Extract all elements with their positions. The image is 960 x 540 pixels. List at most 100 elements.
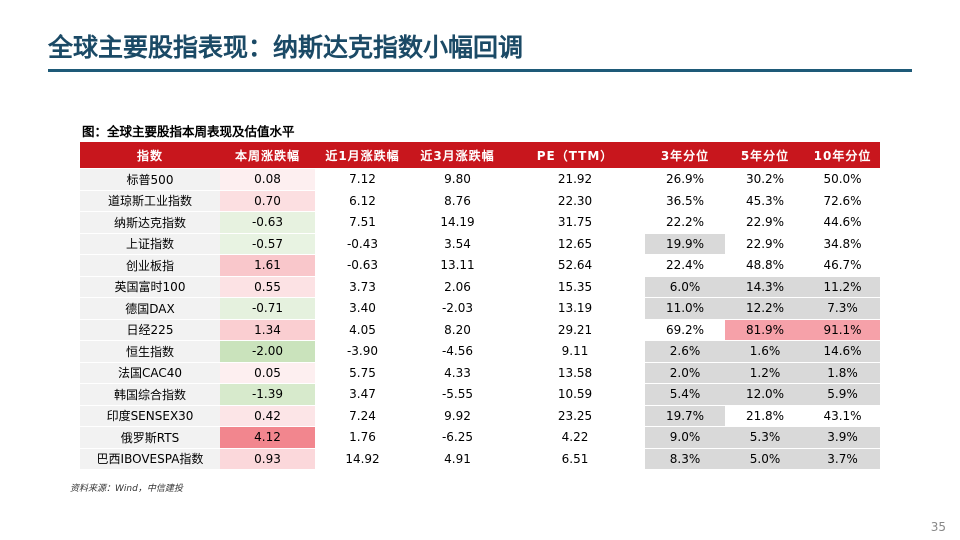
cell-text: 德国DAX	[125, 301, 175, 316]
cell-text: -0.63	[346, 258, 379, 273]
table-cell: 3.47	[315, 383, 410, 406]
cell-text: 6.0%	[669, 279, 701, 294]
index-name: 上证指数	[80, 233, 220, 255]
cell-text: 15.35	[557, 279, 593, 294]
table-cell: 3.40	[315, 297, 410, 320]
cell-text: 1.34	[254, 322, 281, 337]
table-cell: 9.92	[410, 405, 505, 427]
cell-text: 91.1%	[823, 322, 862, 337]
table-cell: 4.22	[505, 426, 645, 449]
table-cell: 7.3%	[805, 297, 880, 320]
cell-text: 道琼斯工业指数	[107, 194, 192, 209]
cell-text: 2.6%	[669, 344, 701, 359]
table-cell: 43.1%	[805, 405, 880, 427]
cell-text: 8.20	[444, 322, 471, 337]
cell-text: 上证指数	[125, 237, 174, 252]
table-row: 英国富时100 0.55 3.73 2.06 15.35 6.0% 14.3% 11.2%	[80, 276, 880, 298]
table-cell: 22.30	[505, 190, 645, 212]
table-cell: 36.5%	[645, 190, 725, 212]
cell-text: 3.47	[349, 387, 376, 402]
table-cell: 91.1%	[805, 319, 880, 341]
table-cell: 1.34	[220, 319, 315, 341]
cell-text: 恒生指数	[125, 344, 174, 359]
column-header: PE（TTM）	[505, 142, 645, 169]
table-cell: 19.9%	[645, 233, 725, 255]
table-cell: 72.6%	[805, 190, 880, 212]
cell-text: 7.51	[349, 215, 376, 230]
cell-text: 23.25	[557, 408, 593, 423]
cell-text: 0.70	[254, 193, 281, 208]
cell-text: 俄罗斯RTS	[120, 430, 180, 445]
cell-text: 22.9%	[745, 215, 785, 230]
cell-text: 4.05	[349, 322, 376, 337]
table-cell: 1.76	[315, 426, 410, 449]
table-cell: 19.7%	[645, 405, 725, 427]
cell-text: 13.11	[440, 258, 475, 273]
table-cell: 22.4%	[645, 254, 725, 277]
table-row: 道琼斯工业指数 0.70 6.12 8.76 22.30 36.5% 45.3% 72.6%	[80, 190, 880, 212]
table-cell: 31.75	[505, 211, 645, 234]
table-cell: 13.58	[505, 362, 645, 384]
index-name: 法国CAC40	[80, 362, 220, 384]
cell-text: 81.9%	[745, 322, 785, 337]
cell-text: -3.90	[346, 344, 379, 359]
cell-text: -0.63	[251, 215, 284, 230]
table-row: 标普500 0.08 7.12 9.80 21.92 26.9% 30.2% 50.0%	[80, 168, 880, 191]
table-row: 恒生指数 -2.00 -3.90 -4.56 9.11 2.6% 1.6% 14.6%	[80, 340, 880, 363]
cell-text: 44.6%	[823, 215, 862, 230]
cell-text: 韩国综合指数	[113, 387, 186, 402]
table-cell: 8.3%	[645, 448, 725, 470]
table-cell: -0.43	[315, 233, 410, 255]
cell-text: 5.9%	[827, 387, 858, 402]
cell-text: 46.7%	[823, 258, 862, 273]
cell-text: 3.40	[349, 301, 376, 316]
cell-text: 10.59	[557, 387, 593, 402]
table-cell: 14.19	[410, 211, 505, 234]
table-cell: -0.63	[220, 211, 315, 234]
table-cell: -0.71	[220, 297, 315, 320]
table-cell: 1.61	[220, 254, 315, 277]
index-name: 日经225	[80, 319, 220, 341]
column-header: 近3月涨跌幅	[410, 142, 505, 169]
table-cell: 22.9%	[725, 233, 805, 255]
cell-text: 29.21	[557, 322, 593, 337]
cell-text: 14.92	[345, 451, 380, 466]
cell-text: 8.76	[444, 193, 471, 208]
cell-text: 45.3%	[745, 193, 785, 208]
table-cell: 30.2%	[725, 168, 805, 191]
cell-text: 5.3%	[749, 430, 781, 445]
table-cell: 7.12	[315, 168, 410, 191]
cell-text: -6.25	[441, 430, 474, 445]
table-cell: 8.20	[410, 319, 505, 341]
cell-text: -2.03	[441, 301, 474, 316]
cell-text: 69.2%	[665, 322, 705, 337]
cell-text: 6.12	[349, 193, 376, 208]
table-row: 日经225 1.34 4.05 8.20 29.21 69.2% 81.9% 91.1%	[80, 319, 880, 341]
cell-text: 48.8%	[745, 258, 785, 273]
table-cell: 5.3%	[725, 426, 805, 449]
table-cell: -0.57	[220, 233, 315, 255]
cell-text: 12.65	[557, 236, 593, 251]
cell-text: 5.4%	[669, 387, 701, 402]
table-cell: 23.25	[505, 405, 645, 427]
cell-text: 1.8%	[827, 365, 858, 380]
table-cell: 10.59	[505, 383, 645, 406]
cell-text: 12.0%	[745, 387, 785, 402]
index-name: 俄罗斯RTS	[80, 426, 220, 449]
table-cell: 11.0%	[645, 297, 725, 320]
cell-text: 法国CAC40	[117, 366, 183, 381]
table-cell: 9.80	[410, 168, 505, 191]
table-cell: 12.2%	[725, 297, 805, 320]
table-cell: 2.06	[410, 276, 505, 298]
table-cell: 3.54	[410, 233, 505, 255]
cell-text: 34.8%	[823, 236, 862, 251]
cell-text: 19.7%	[665, 408, 705, 423]
cell-text: 0.42	[254, 408, 281, 423]
cell-text: 9.11	[561, 344, 589, 359]
cell-text: 9.0%	[669, 430, 701, 445]
index-name: 纳斯达克指数	[80, 211, 220, 234]
cell-text: 4.22	[561, 430, 589, 445]
cell-text: 3.7%	[827, 451, 858, 466]
table-cell: -4.56	[410, 340, 505, 363]
cell-text: 19.9%	[665, 236, 705, 251]
